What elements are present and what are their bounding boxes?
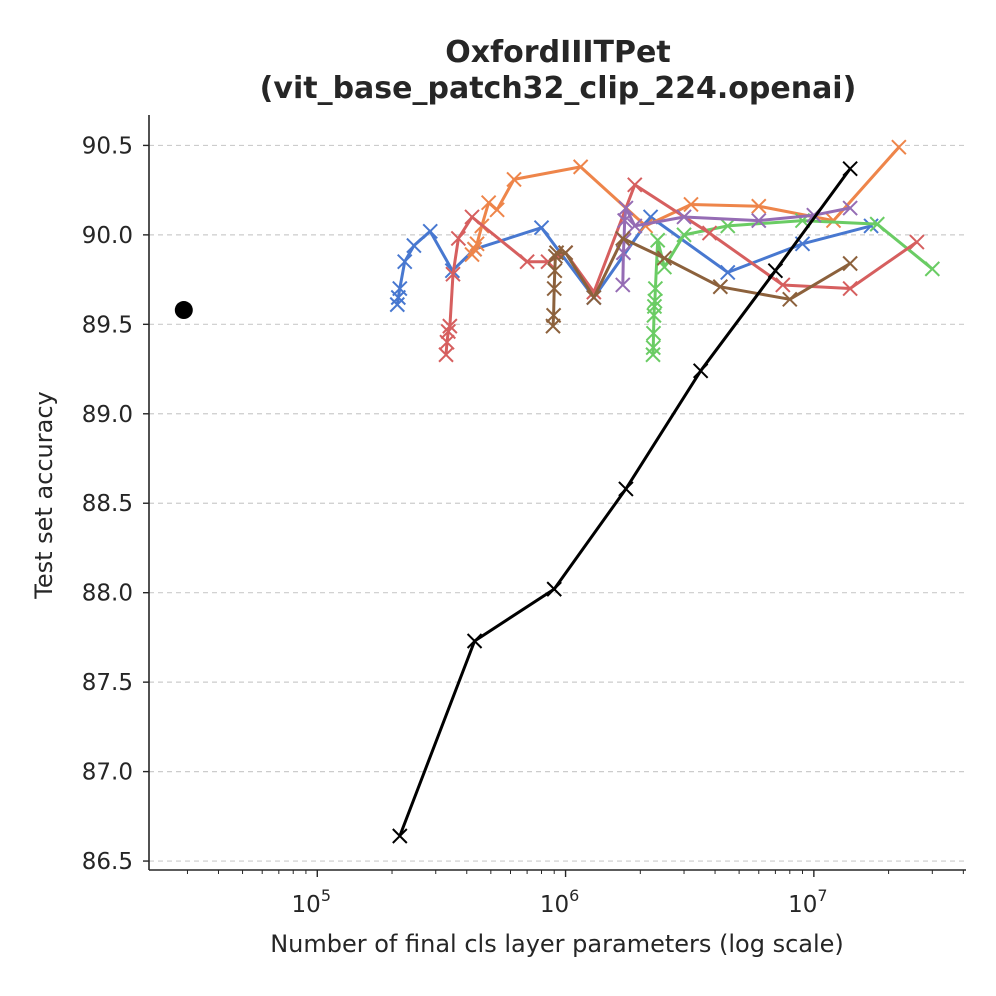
data-point-green [647, 293, 663, 309]
data-point-red [464, 209, 480, 225]
y-tick-label: 90.0 [82, 223, 133, 249]
data-point-green [645, 347, 661, 363]
data-point-brown [547, 262, 563, 279]
series-layer [174, 139, 941, 844]
data-point-blue [422, 223, 438, 239]
baseline-point [174, 301, 193, 320]
data-point-brown [712, 279, 729, 295]
data-point-black [767, 262, 784, 279]
data-point-purple [676, 209, 692, 225]
x-tick-label: 105 [292, 886, 331, 918]
data-point-green [676, 227, 692, 243]
data-point-orange [506, 171, 522, 188]
y-tick-label: 88.0 [82, 581, 133, 607]
x-tick-label: 107 [788, 886, 827, 918]
data-point-black [392, 828, 408, 844]
series-brown [545, 230, 858, 334]
series-purple [615, 200, 858, 293]
data-point-red [909, 234, 925, 250]
data-point-green [924, 261, 941, 277]
data-point-green [720, 218, 736, 234]
data-point-black [546, 581, 562, 597]
y-tick-label: 89.5 [82, 312, 133, 338]
y-ticks: 86.5 87.0 87.5 88.0 88.5 89.0 89.5 90.0 90.5 [82, 133, 149, 875]
series-line-orange [470, 146, 901, 256]
data-point-red [842, 280, 858, 297]
y-tick-label: 86.5 [82, 849, 133, 875]
data-point-orange [489, 202, 505, 218]
series-line-black [398, 167, 852, 837]
data-point-green [645, 339, 661, 356]
chart-title: OxfordIIITPet [445, 35, 670, 70]
data-point-green [649, 232, 666, 248]
data-point-brown [782, 291, 798, 307]
data-point-brown [546, 280, 562, 297]
data-point-orange [683, 196, 699, 213]
y-tick-label: 89.0 [82, 402, 133, 428]
y-tick-label: 88.5 [82, 491, 133, 517]
x-tick-label: 106 [540, 886, 579, 918]
data-point-red [519, 253, 535, 270]
data-point-blue [406, 237, 422, 254]
data-point-red [627, 177, 643, 193]
y-tick-label: 87.5 [82, 670, 133, 696]
data-point-purple [618, 200, 634, 216]
data-point-orange [751, 198, 767, 214]
data-point-black [842, 160, 858, 177]
data-point-red [442, 318, 458, 334]
series-line-blue [395, 215, 872, 305]
data-point-purple [616, 212, 633, 229]
data-point-blue [720, 264, 736, 281]
data-point-brown [586, 289, 602, 306]
data-point-purple [751, 212, 767, 229]
data-point-green [869, 216, 885, 232]
data-point-black [466, 633, 483, 649]
data-point-orange [637, 218, 654, 234]
series-line-green [651, 219, 934, 355]
x-axis-label: Number of final cls layer parameters (lo… [270, 930, 844, 958]
series-red [438, 177, 925, 363]
chart-subtitle: (vit_base_patch32_clip_224.openai) [260, 71, 857, 106]
data-point-orange [466, 241, 483, 257]
data-point-brown [842, 255, 858, 272]
x-ticks: 105 106 107 [186, 870, 964, 918]
data-point-red [438, 347, 454, 363]
series-black [392, 160, 858, 844]
data-point-blue [533, 220, 550, 236]
data-point-blue [392, 280, 408, 297]
data-point-brown [545, 307, 562, 324]
data-point-blue [397, 253, 413, 270]
data-point-brown [615, 230, 631, 247]
data-point-purple [842, 200, 858, 216]
data-point-black [692, 363, 709, 379]
data-point-green [647, 280, 664, 297]
series-line-purple [621, 206, 851, 286]
data-point-brown [547, 248, 564, 265]
data-point-purple [627, 218, 643, 234]
data-point-red [445, 266, 461, 282]
data-point-red [701, 225, 718, 241]
y-axis-label: Test set accuracy [30, 391, 58, 599]
series-line-red [444, 183, 918, 355]
data-point-purple [615, 277, 631, 293]
series-green [645, 212, 941, 363]
data-point-orange [464, 246, 480, 263]
data-point-orange [572, 159, 589, 175]
data-point-black [618, 481, 634, 497]
data-point-green [645, 325, 662, 341]
data-point-green [646, 298, 663, 315]
data-point-red [440, 323, 456, 340]
y-tick-label: 90.5 [82, 133, 133, 159]
data-point-orange [469, 236, 485, 252]
data-point-brown [656, 250, 673, 266]
data-point-red [450, 230, 467, 247]
series-orange [464, 139, 907, 263]
data-point-red [775, 277, 791, 293]
data-point-orange [891, 139, 907, 155]
data-point-brown [557, 245, 574, 261]
y-tick-label: 87.0 [82, 760, 133, 786]
